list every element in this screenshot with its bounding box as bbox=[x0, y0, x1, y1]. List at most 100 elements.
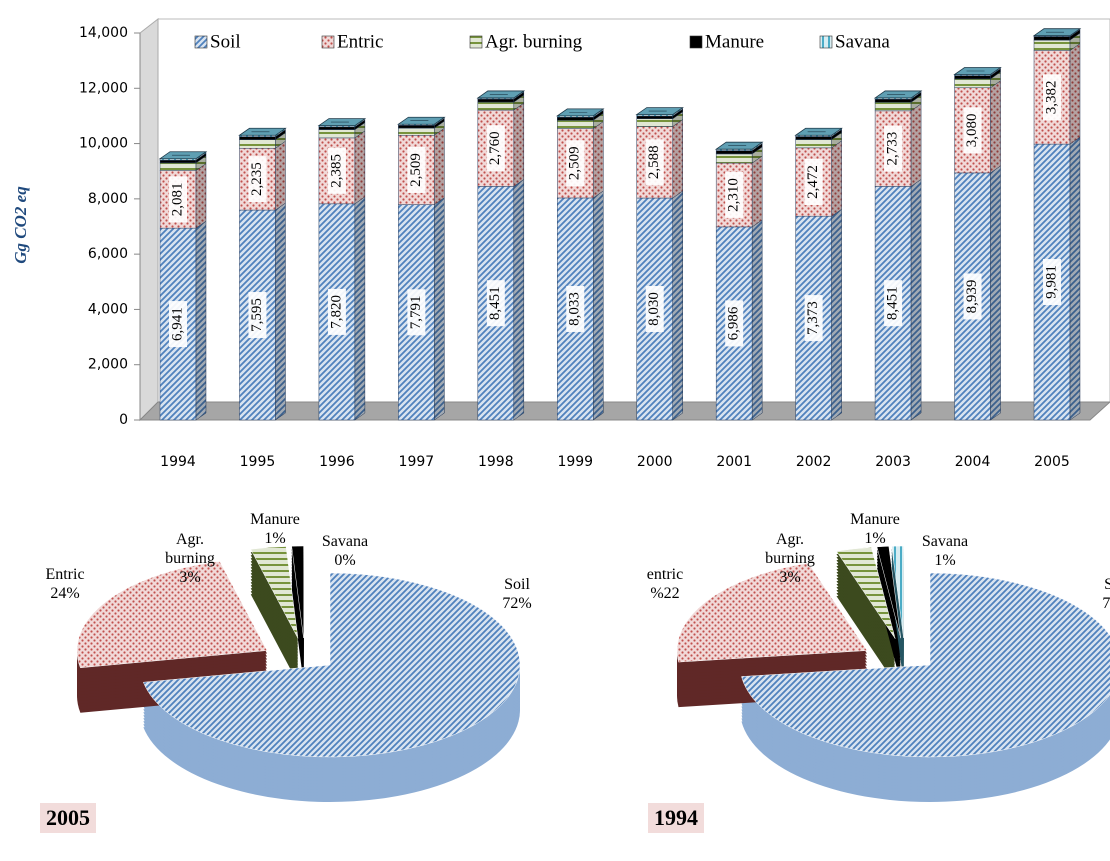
legend-box bbox=[178, 26, 998, 58]
pie-category: Soil bbox=[1104, 576, 1110, 593]
bar-side-shade bbox=[990, 71, 1001, 88]
bar-segment bbox=[874, 102, 912, 112]
bar-side-shade bbox=[752, 146, 763, 164]
legend-swatch bbox=[819, 35, 833, 49]
bar-segment bbox=[1033, 39, 1071, 51]
bar-segment bbox=[239, 139, 276, 149]
x-tick-label: 1995 bbox=[240, 454, 276, 470]
pie-category: entric bbox=[646, 566, 684, 583]
data-label: 3,382 bbox=[1043, 80, 1059, 114]
y-tick-label: 4,000 bbox=[88, 301, 128, 317]
pie-title: 1994 bbox=[648, 803, 704, 833]
pie-side bbox=[876, 567, 901, 660]
x-tick-label: 1994 bbox=[160, 454, 196, 470]
y-tick-label: 0 bbox=[119, 412, 128, 428]
x-tick-label: 1999 bbox=[557, 454, 593, 470]
data-label: 2,081 bbox=[169, 182, 185, 216]
data-label: 2,235 bbox=[249, 162, 265, 196]
pie-category: Entric bbox=[45, 566, 85, 583]
data-label: 2,310 bbox=[726, 178, 742, 212]
data-label-bg bbox=[486, 125, 505, 172]
bar-segment bbox=[318, 126, 356, 130]
data-label: 9,981 bbox=[1043, 265, 1059, 299]
pie-category: Soil bbox=[504, 576, 530, 593]
pie-label: Savana 0% bbox=[310, 532, 380, 570]
pie-title: 2005 bbox=[40, 803, 96, 833]
bar-segment bbox=[954, 75, 991, 80]
pie-side bbox=[836, 580, 896, 672]
bar-side-shade bbox=[354, 119, 365, 130]
bar-side-shade bbox=[196, 155, 206, 171]
data-label: 6,986 bbox=[726, 306, 742, 340]
y-tick-label: 10,000 bbox=[79, 136, 128, 152]
x-tick-label: 1997 bbox=[399, 454, 435, 470]
legend-label: Agr. burning bbox=[485, 31, 583, 52]
pie-side bbox=[836, 589, 896, 681]
pie-side bbox=[836, 559, 896, 651]
bar-segment bbox=[557, 120, 594, 129]
y-axis-label: Gg CO2 eq bbox=[11, 186, 30, 264]
data-label-bg bbox=[486, 280, 505, 327]
pie-percent: 72% bbox=[502, 595, 532, 612]
data-label: 8,451 bbox=[487, 286, 503, 320]
data-label-bg bbox=[327, 147, 346, 194]
pie-side bbox=[876, 555, 901, 648]
bar-side-shade bbox=[1070, 29, 1080, 41]
bar-side-shade bbox=[831, 132, 842, 148]
pie-category: Agr. burning bbox=[765, 531, 815, 567]
data-label-bg bbox=[1043, 259, 1061, 306]
data-label: 8,033 bbox=[567, 292, 583, 326]
data-label-bg bbox=[725, 300, 744, 347]
pie-label: entric %22 bbox=[630, 565, 700, 603]
pie-label: Agr. burning 3% bbox=[755, 530, 825, 587]
bar-side-shade bbox=[593, 190, 604, 420]
bar-side-shade bbox=[275, 203, 286, 420]
bar-side-shade bbox=[593, 121, 604, 198]
bar-side-shade bbox=[593, 110, 604, 121]
pie-slice bbox=[876, 546, 902, 639]
data-label-bg bbox=[248, 156, 267, 203]
bar-side-shade bbox=[1070, 137, 1080, 420]
bar-side-shade bbox=[196, 221, 206, 420]
data-label: 2,588 bbox=[646, 145, 662, 179]
data-label: 7,820 bbox=[328, 295, 344, 329]
bar-side-shade bbox=[911, 95, 922, 111]
bar-side-shade bbox=[354, 196, 365, 420]
pie-side bbox=[876, 558, 901, 651]
bar-side-shade bbox=[434, 197, 445, 420]
pie-side bbox=[876, 564, 901, 657]
pie-label: Savana 1% bbox=[910, 532, 980, 570]
y-tick-label: 2,000 bbox=[88, 357, 128, 373]
bar-side-shade bbox=[275, 129, 286, 140]
bar-side-shade bbox=[354, 130, 365, 204]
data-label: 2,385 bbox=[328, 154, 344, 188]
y-tick-label: 8,000 bbox=[88, 191, 128, 207]
pie-side bbox=[836, 574, 896, 666]
bar-side-shade bbox=[1070, 43, 1080, 145]
pie-side bbox=[876, 549, 901, 642]
data-label-bg bbox=[169, 301, 187, 348]
bar-side-shade bbox=[672, 111, 683, 127]
data-label: 7,791 bbox=[408, 295, 424, 329]
pie-category: Savana bbox=[921, 533, 969, 550]
side-wall bbox=[139, 17, 159, 422]
data-label: 7,595 bbox=[249, 298, 265, 332]
pie-side bbox=[876, 552, 901, 645]
pie-side bbox=[836, 568, 896, 660]
bar-side-shade bbox=[831, 129, 842, 140]
bar-side-shade bbox=[275, 132, 286, 149]
pie-percent: %22 bbox=[650, 585, 680, 602]
bar-segment bbox=[398, 127, 435, 136]
data-label: 2,509 bbox=[567, 146, 583, 180]
pie-side bbox=[836, 556, 896, 648]
data-label-bg bbox=[566, 140, 585, 187]
data-label: 3,080 bbox=[964, 113, 980, 147]
bar-side-shade bbox=[990, 68, 1001, 79]
data-label-bg bbox=[884, 280, 903, 327]
pie-percent: 3% bbox=[179, 569, 201, 586]
bar-side-shade bbox=[513, 95, 524, 111]
bar-side-shade bbox=[354, 122, 365, 138]
pie-slice bbox=[76, 561, 268, 669]
bar-side-shade bbox=[513, 92, 524, 103]
